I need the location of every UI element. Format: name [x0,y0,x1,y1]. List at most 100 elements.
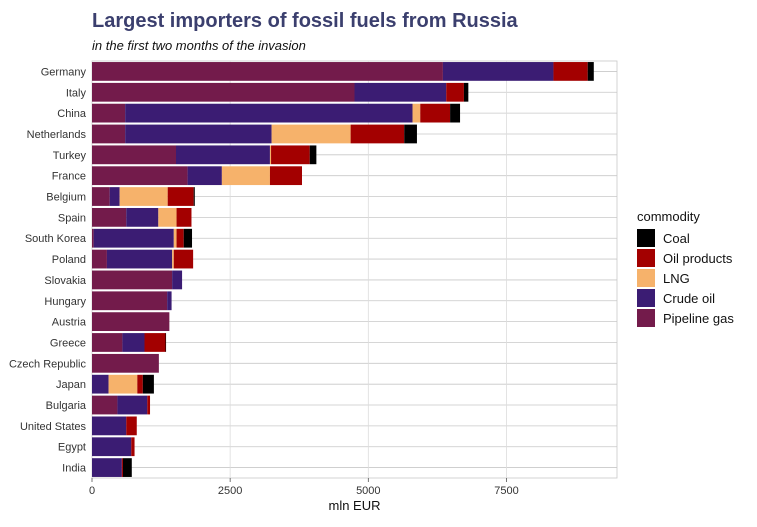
bar-segment-crude-oil [122,333,145,352]
legend-swatch [637,289,655,307]
bar-segment-coal [142,374,154,394]
bar-segment-pipeline-gas [92,82,355,102]
bar-segment-pipeline-gas [92,207,127,227]
bar-segment-pipeline-gas [92,291,168,311]
x-tick-label: 0 [89,485,95,497]
y-tick-label: United States [20,421,87,433]
bar-segment-lng [271,124,351,144]
legend-label: LNG [663,271,690,286]
bar-segment-pipeline-gas [92,312,170,332]
bar-segment-coal [122,458,132,477]
bar-segment-oil-products [271,145,310,165]
bar-segment-pipeline-gas [92,166,188,186]
y-tick-label: Czech Republic [9,358,87,370]
bar-segment-lng [158,207,177,227]
bar-segment-lng [172,249,174,269]
bar-segment-crude-oil [92,416,127,436]
bar-segment-pipeline-gas [92,103,126,123]
plot-panel [91,60,618,479]
bar-segment-pipeline-gas [92,395,118,415]
bar-segment-crude-oil [354,82,447,102]
bar-segment-pipeline-gas [92,62,443,81]
bar-segment-lng [221,166,270,186]
x-tick-label: 7500 [494,485,518,497]
x-axis-title: mln EUR [328,498,380,513]
bar-segment-crude-oil [92,437,132,457]
bar-segment-lng [412,103,421,123]
y-tick-label: Netherlands [27,129,87,141]
y-tick-label: Spain [58,212,86,224]
bar-segment-coal [587,62,594,81]
legend-label: Coal [663,231,690,246]
bar-segment-crude-oil [92,458,122,477]
bar-segment-oil-products [147,395,151,415]
grid-lines [91,60,618,479]
bar-segment-pipeline-gas [92,249,107,269]
x-tick-label: 2500 [218,485,242,497]
bar-segment-crude-oil [92,374,109,394]
bar-segment-oil-products [350,124,405,144]
legend-label: Oil products [663,251,733,266]
bar-segment-oil-products [131,437,135,457]
bar-segment-oil-products [126,416,137,436]
bar-segment-pipeline-gas [92,270,173,290]
bar-segment-pipeline-gas [92,333,123,352]
bar-segment-lng [269,145,272,165]
bar-segment-oil-products [173,249,194,269]
y-tick-label: Germany [41,66,87,78]
bar-segment-crude-oil [172,270,183,290]
bar-segment-oil-products [553,62,588,81]
bar-segment-crude-oil [125,124,272,144]
bar-segment-coal [193,187,195,206]
bar-segment-oil-products [176,228,184,248]
y-tick-label: Austria [52,317,87,329]
bar-segment-pipeline-gas [92,187,110,206]
bar-segment-pipeline-gas [92,353,159,373]
legend-title: commodity [637,209,700,224]
chart-subtitle: in the first two months of the invasion [92,38,306,53]
bar-segment-pipeline-gas [92,124,126,144]
bar-segment-coal [183,228,193,248]
y-tick-label: Poland [52,254,86,266]
bar-segment-coal [450,103,461,123]
y-tick-label: Italy [66,87,87,99]
bar-segment-lng [108,374,138,394]
bar-segment-pipeline-gas [92,145,176,165]
legend: commodity Coal Oil products LNG Crude oil Pi… [637,209,734,327]
y-tick-label: Japan [56,379,86,391]
bar-segment-coal [309,145,317,165]
bars [92,62,594,477]
bar-segment-crude-oil [109,187,120,206]
legend-label: Pipeline gas [663,311,734,326]
bar-segment-crude-oil [117,395,148,415]
bar-segment-crude-oil [126,207,159,227]
bar-segment-oil-products [167,187,194,206]
bar-segment-crude-oil [106,249,173,269]
y-tick-label: Belgium [46,192,86,204]
y-tick-label: Slovakia [44,275,86,287]
bar-segment-crude-oil [125,103,413,123]
y-tick-label: France [52,171,86,183]
bar-segment-crude-oil [187,166,222,186]
bar-segment-oil-products [137,374,143,394]
y-tick-label: Turkey [53,150,87,162]
chart-title: Largest importers of fossil fuels from R… [92,10,518,32]
bar-segment-pipeline-gas [92,228,94,248]
bar-segment-oil-products [420,103,451,123]
x-axis-ticks: 0 2500 5000 7500 [89,478,519,497]
bar-segment-crude-oil [176,145,270,165]
bar-segment-coal [404,124,417,144]
legend-swatch [637,309,655,327]
y-tick-label: Greece [50,337,86,349]
bar-segment-oil-products [144,333,166,352]
legend-label: Crude oil [663,291,715,306]
bar-segment-coal [165,333,167,352]
legend-swatch [637,229,655,247]
legend-swatch [637,249,655,267]
y-tick-label: India [62,463,87,475]
y-tick-label: Bulgaria [46,400,87,412]
legend-swatch [637,269,655,287]
bar-segment-oil-products [176,207,192,227]
x-tick-label: 5000 [356,485,380,497]
